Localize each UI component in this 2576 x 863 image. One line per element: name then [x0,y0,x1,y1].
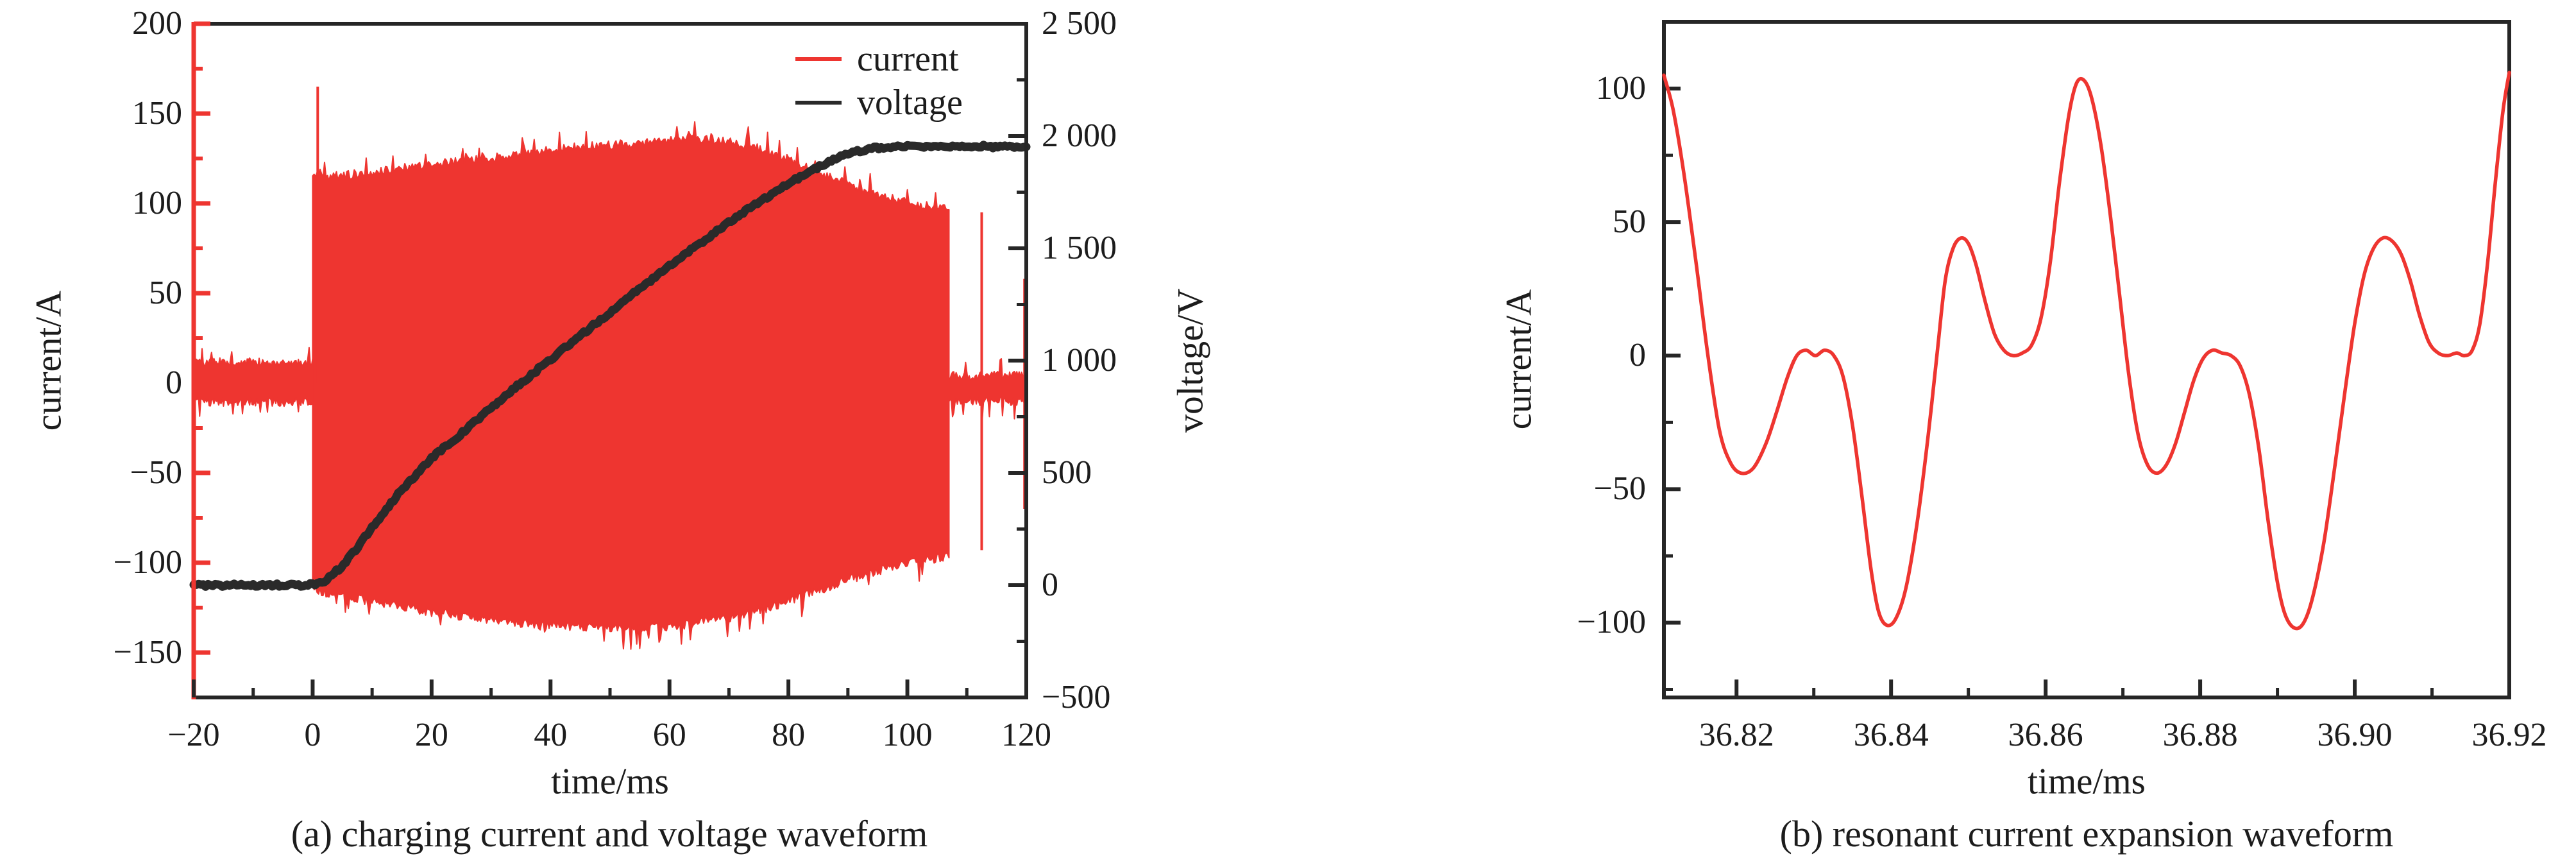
legend-voltage-label: voltage [857,83,963,123]
x-tick-label: 36.90 [2317,717,2393,753]
current-noise-post [948,358,1027,420]
x-tick-label: 36.88 [2162,717,2238,753]
x-tick-label: 36.84 [1853,717,1929,753]
panel-a-y-left-axis-title: current/A [28,290,69,431]
y-tick-label: −50 [1593,470,1646,508]
y-tick-label: 1 000 [1042,342,1117,379]
y-tick-label: 0 [1042,567,1058,603]
panel-a-y-right-axis-title: voltage/V [1170,288,1211,433]
y-tick-label: 0 [165,364,182,401]
y-tick-label: −150 [113,634,182,671]
legend-item-voltage: voltage [795,82,963,123]
panel-b-y-axis-title: current/A [1498,289,1539,430]
y-tick-label: 0 [1629,337,1646,374]
legend-voltage-line-icon [795,101,842,105]
x-tick-label: 80 [772,717,806,753]
y-tick-label: −500 [1042,679,1111,715]
x-tick-label: 36.86 [2008,717,2083,753]
x-tick-label: 60 [652,717,686,753]
x-tick-label: 20 [414,717,448,753]
x-tick-label: 36.92 [2471,717,2547,753]
legend-item-current: current [795,38,959,80]
legend-current-line-icon [795,57,842,61]
current-band [312,121,950,650]
y-tick-label: 500 [1042,454,1092,491]
panel-b-caption: (b) resonant current expansion waveform [1779,813,2394,855]
x-tick-label: 36.82 [1699,717,1774,753]
y-tick-label: −100 [113,544,182,581]
y-tick-label: 1 500 [1042,230,1117,266]
y-tick-label: 150 [132,95,182,132]
current-noise-pre [193,346,314,417]
x-tick-label: 100 [882,717,933,753]
y-tick-label: 200 [132,5,182,42]
y-tick-label: −100 [1577,604,1646,641]
y-tick-label: 100 [1596,70,1646,107]
y-tick-label: 2 000 [1042,117,1117,154]
resonant-current-curve [1662,71,2511,631]
x-tick-label: −20 [167,717,220,753]
y-tick-label: −50 [130,454,182,491]
legend-current-label: current [857,39,959,79]
panel-a-x-axis-title: time/ms [551,761,669,802]
x-tick-label: 40 [534,717,568,753]
y-tick-label: 50 [149,275,182,311]
voltage-curve [189,141,1031,591]
panel-b-x-axis-title: time/ms [2028,761,2146,802]
panel-a-caption: (a) charging current and voltage wavefor… [291,813,928,855]
x-tick-label: 120 [1001,717,1051,753]
y-tick-label: 100 [132,185,182,221]
y-tick-label: 2 500 [1042,5,1117,42]
x-tick-label: 0 [304,717,321,753]
y-tick-label: 50 [1613,203,1646,241]
panel-b-frame [1662,20,2511,699]
